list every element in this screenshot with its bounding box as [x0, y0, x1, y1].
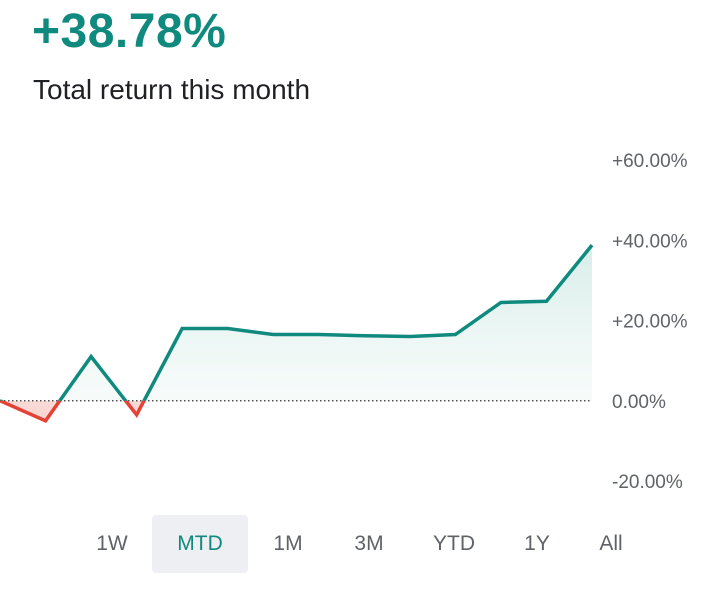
y-tick-label: +40.00% [612, 231, 688, 252]
total-return-value: +38.78% [32, 5, 227, 58]
range-tab-ytd[interactable]: YTD [433, 532, 475, 555]
return-chart: +60.00% +40.00% +20.00% 0.00% -20.00% [0, 151, 688, 493]
positive-area [0, 245, 592, 401]
total-return-label: Total return this month [33, 74, 311, 105]
y-tick-label: +60.00% [612, 151, 688, 172]
range-tab-1w[interactable]: 1W [96, 532, 128, 555]
range-tab-all[interactable]: All [599, 532, 623, 555]
y-tick-label: -20.00% [612, 472, 683, 493]
range-tab-mtd[interactable]: MTD [152, 515, 248, 573]
series-line-positive [0, 244, 594, 401]
range-tab-1m[interactable]: 1M [273, 532, 303, 555]
y-tick-label: +20.00% [612, 312, 688, 333]
range-tab-1y[interactable]: 1Y [524, 532, 550, 555]
time-range-selector: 1W MTD 1M 3M YTD 1Y All [0, 515, 719, 573]
range-tab-3m[interactable]: 3M [354, 532, 384, 555]
y-tick-label: 0.00% [612, 392, 666, 413]
